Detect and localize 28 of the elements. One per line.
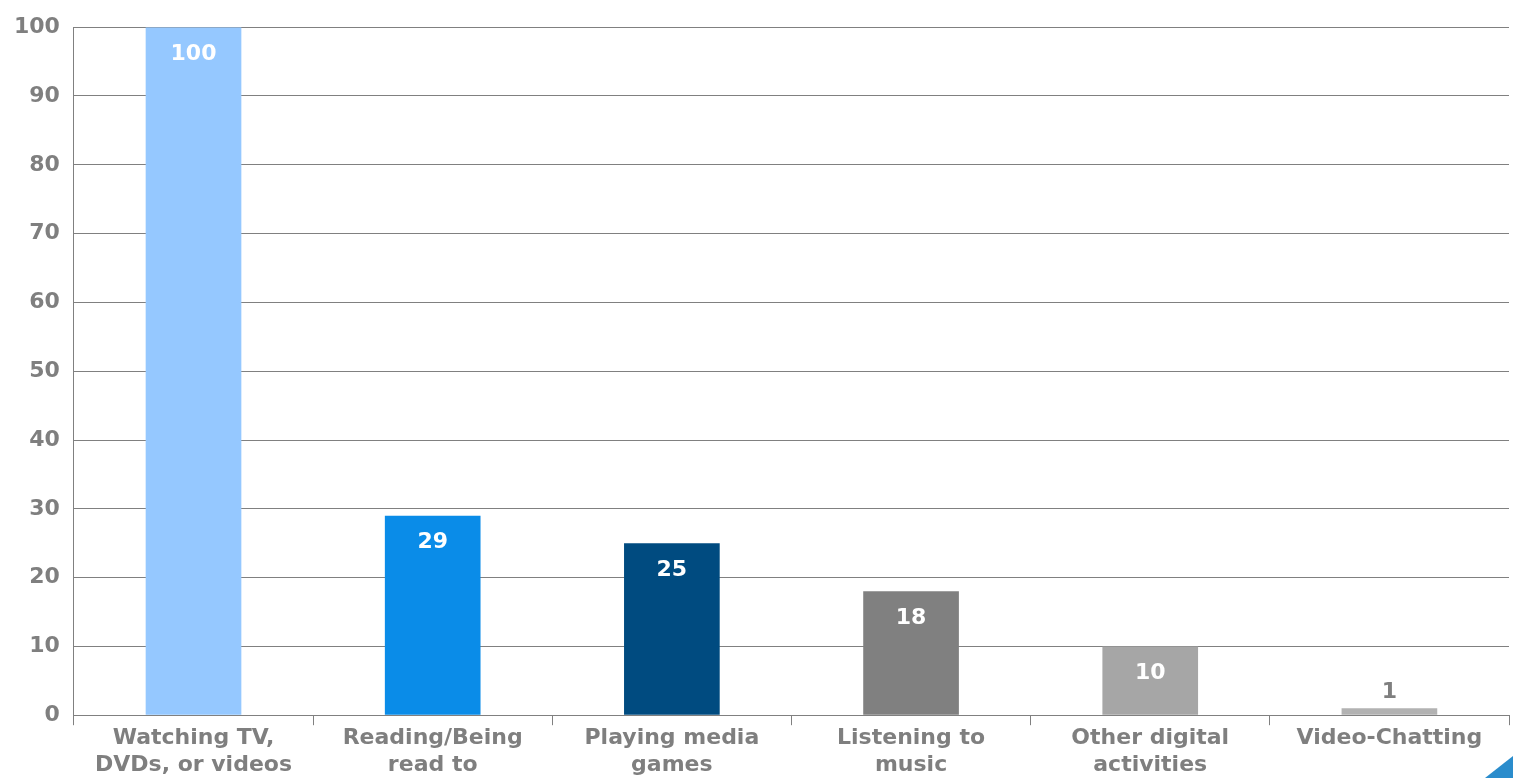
y-tick-label: 70 <box>29 219 60 245</box>
y-tick-label: 40 <box>29 425 60 451</box>
x-tick-label: Watching TV, DVDs, or videos <box>94 724 293 776</box>
y-tick-label: 20 <box>29 563 60 589</box>
y-tick-label: 100 <box>13 12 60 38</box>
x-tick-label: Reading/Being read to <box>342 724 523 776</box>
y-tick-label: 30 <box>29 494 60 520</box>
y-tick-label: 60 <box>29 288 60 314</box>
data-label: 25 <box>656 555 688 581</box>
bar <box>1102 646 1199 715</box>
data-label: 18 <box>895 604 927 630</box>
bar <box>384 515 481 715</box>
y-tick-label: 80 <box>29 150 60 176</box>
bar <box>145 27 242 715</box>
data-label: 1 <box>1381 678 1398 704</box>
bar <box>624 543 720 715</box>
bar <box>1341 708 1438 715</box>
x-tick-label: Video-Chatting <box>1296 724 1483 750</box>
y-tick-label: 50 <box>29 356 60 382</box>
data-label: 10 <box>1134 659 1166 685</box>
y-tick-label: 10 <box>29 632 60 658</box>
x-tick-label: Listening to music <box>837 724 986 776</box>
data-label: 29 <box>417 528 448 554</box>
y-tick-label: 0 <box>44 700 60 726</box>
x-tick-label: Playing media games <box>584 724 760 776</box>
data-label: 100 <box>170 39 217 65</box>
y-tick-label: 90 <box>29 81 60 107</box>
x-tick-label: Other digital activities <box>1071 724 1230 776</box>
